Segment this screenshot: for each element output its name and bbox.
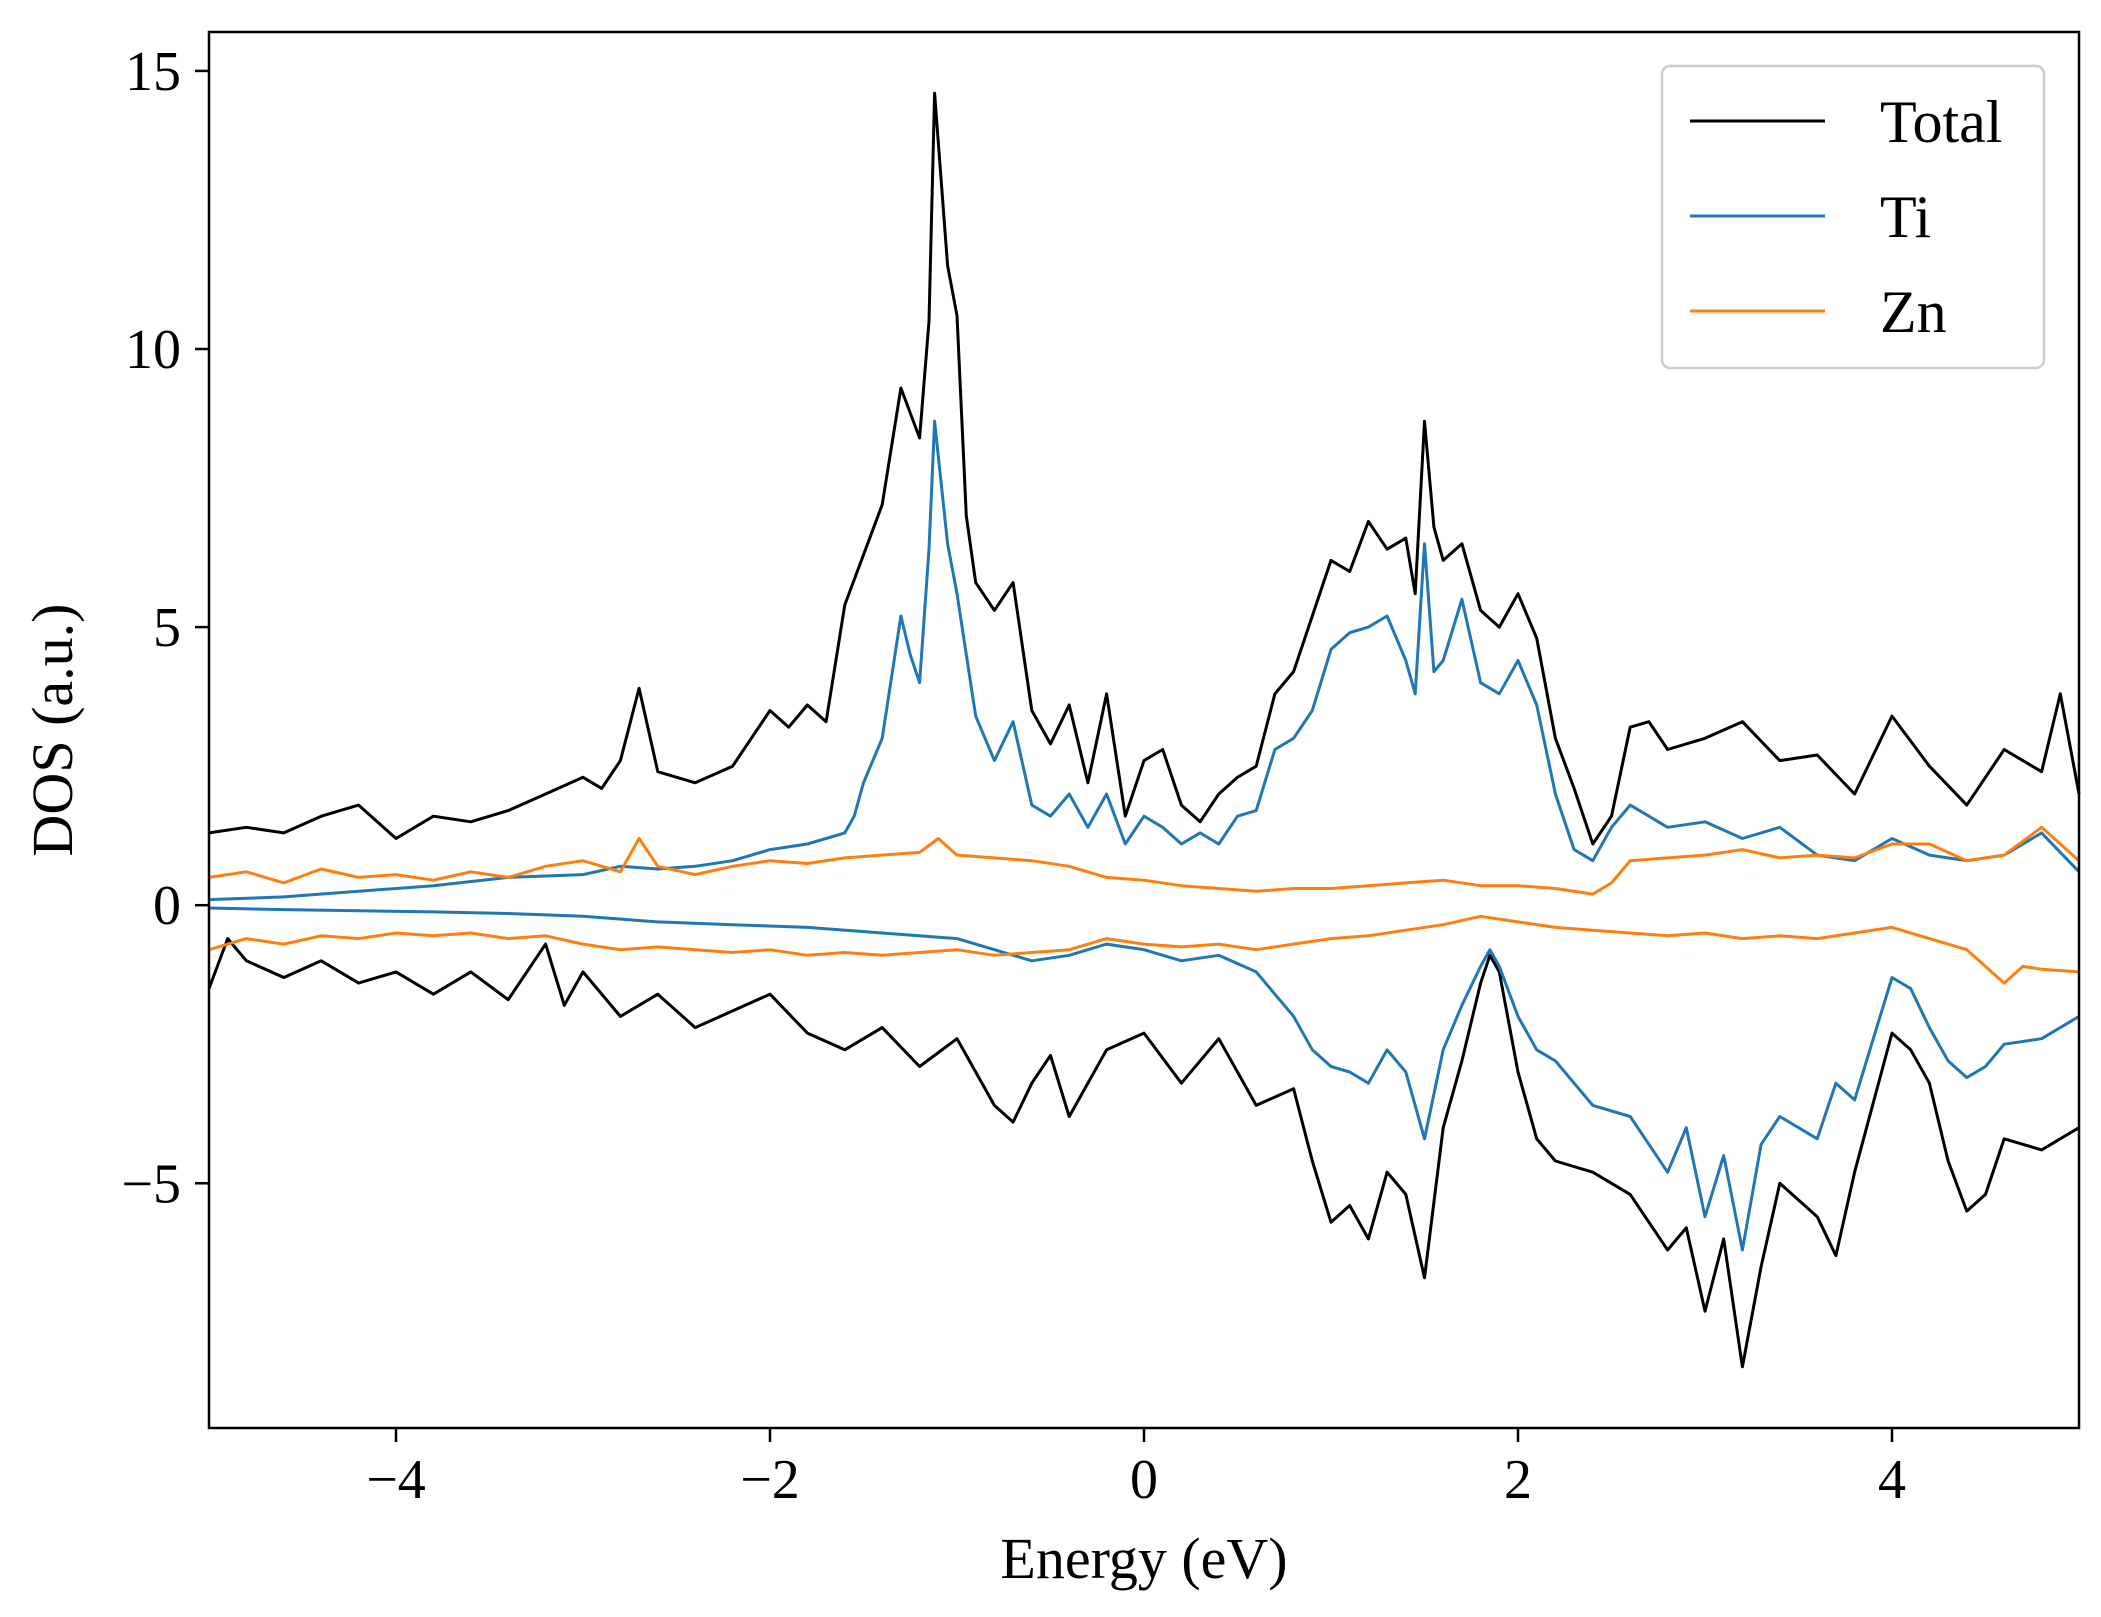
y-tick-label: 15 — [125, 41, 181, 103]
y-tick-label: 10 — [125, 319, 181, 381]
series-total-spin-down-line — [207, 937, 2080, 1369]
x-tick-label: 0 — [1130, 1449, 1158, 1511]
y-axis-label: DOS (a.u.) — [20, 604, 85, 857]
y-tick-label: 0 — [153, 875, 181, 937]
legend-label-zn: Zn — [1880, 279, 1947, 345]
x-axis: −4 −2 0 2 4 — [366, 1428, 1906, 1511]
x-tick-label: −4 — [366, 1449, 426, 1511]
legend: Total Ti Zn — [1660, 64, 2046, 370]
legend-box — [1660, 64, 2046, 370]
y-tick-label: −5 — [121, 1153, 181, 1215]
y-axis: −5 0 5 10 15 — [121, 41, 209, 1215]
series-ti-spin-down-line — [208, 906, 2080, 1252]
plot-lines — [207, 91, 2081, 1369]
x-tick-label: 4 — [1878, 1449, 1906, 1511]
x-tick-label: 2 — [1504, 1449, 1532, 1511]
legend-label-total: Total — [1880, 89, 2002, 155]
series-ti-spin-up-line — [208, 419, 2081, 902]
x-axis-label: Energy (eV) — [1000, 1526, 1287, 1591]
series-zn-spin-down-line — [208, 914, 2080, 985]
series-total-spin-up-line — [208, 91, 2081, 846]
y-tick-label: 5 — [153, 597, 181, 659]
x-tick-label: −2 — [740, 1449, 800, 1511]
legend-label-ti: Ti — [1880, 184, 1931, 250]
series-zn-spin-up-line — [208, 825, 2080, 896]
